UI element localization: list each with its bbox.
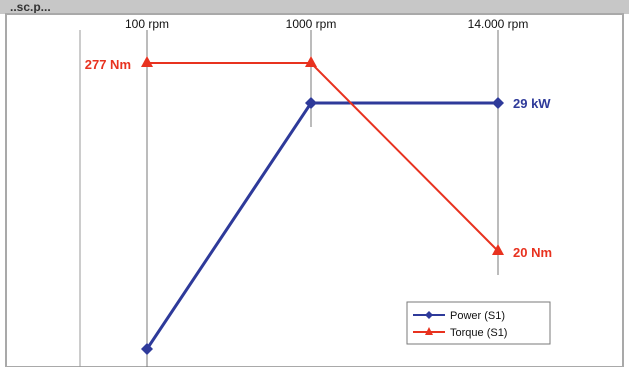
torque-point-14000rpm — [492, 244, 504, 255]
legend: Power (S1) Torque (S1) — [406, 301, 551, 345]
tick-label-1000rpm: 1000 rpm — [286, 17, 337, 31]
label-torque-277: 277 Nm — [85, 57, 131, 72]
torque-point-100rpm — [141, 56, 153, 67]
torque-point-1000rpm — [305, 56, 317, 67]
legend-label-torque: Torque (S1) — [450, 327, 507, 339]
power-point-1000rpm — [305, 97, 317, 109]
legend-swatch-power-diamond — [425, 311, 433, 319]
power-point-14000rpm — [492, 97, 504, 109]
label-power-29: 29 kW — [513, 96, 551, 111]
label-torque-20: 20 Nm — [513, 245, 552, 260]
header-fragment: ..sc.p... — [10, 0, 51, 14]
legend-swatch-torque-triangle — [425, 327, 433, 335]
legend-label-power: Power (S1) — [450, 310, 505, 322]
power-point-100rpm — [141, 343, 153, 355]
header-strip — [0, 0, 629, 14]
legend-box — [406, 301, 551, 345]
tick-label-100rpm: 100 rpm — [125, 17, 169, 31]
tick-label-14000rpm: 14.000 rpm — [468, 17, 529, 31]
